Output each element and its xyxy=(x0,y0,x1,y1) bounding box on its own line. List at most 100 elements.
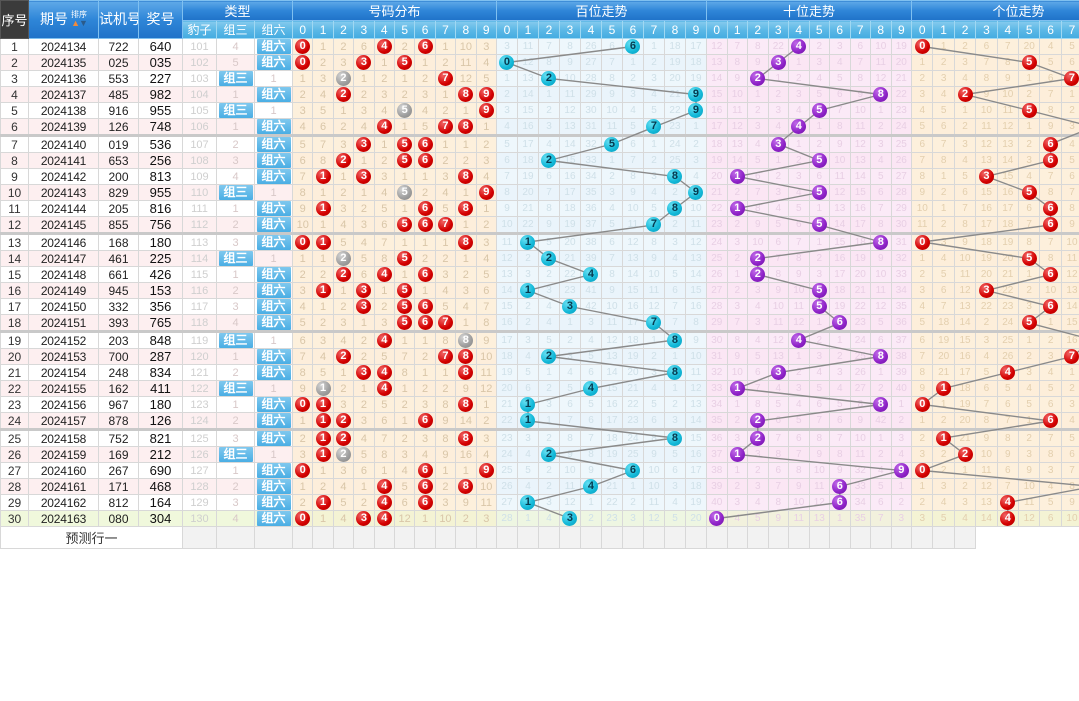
units-cell-2: 13 xyxy=(953,298,977,315)
nd-cell-3: 3 xyxy=(353,134,375,153)
tens-cell-3: 7 xyxy=(767,478,790,495)
hundreds-cell-5: 11 xyxy=(600,118,623,136)
nd-ball-2: 2 xyxy=(335,153,351,168)
nd-cell-7: 3 xyxy=(434,494,457,511)
hundreds-cell-1: 3 xyxy=(516,266,539,283)
tens-cell-4: 4 xyxy=(788,184,810,201)
row-prize-number: 356 xyxy=(138,298,183,315)
table-row: 13 2024146 168 180 113 3 组六 0 1 5 4 7 1 1 1 8 3 11 1 5 20 38 6… xyxy=(0,232,1079,251)
tens-cell-7: 9 xyxy=(849,412,872,430)
nd-cell-3: 5 xyxy=(353,250,375,267)
sort-desc-icon[interactable]: ▼ xyxy=(79,17,88,28)
nd-cell-6: 4 xyxy=(414,102,436,119)
nd-cell-8: 3 xyxy=(455,282,477,299)
tens-cell-9: 30 xyxy=(890,216,913,234)
nd-cell-8: 2 xyxy=(455,152,477,169)
hundreds-cell-4: 26 xyxy=(579,38,602,55)
nd-cell-4: 1 xyxy=(373,462,395,479)
tens-cell-9: 20 xyxy=(890,54,913,71)
nd-ball-7: 7 xyxy=(437,315,453,330)
tens-cell-6: 6 xyxy=(829,86,851,103)
nd-cell-1: 1 xyxy=(312,446,334,463)
tens-cell-7: 17 xyxy=(849,216,872,234)
row-index: 9 xyxy=(0,168,29,185)
prediction-blank-cell xyxy=(706,526,728,549)
hundreds-cell-3: 13 xyxy=(558,118,581,136)
units-cell-6: 3 xyxy=(1039,462,1062,479)
nd-cell-0: 0 xyxy=(292,510,314,527)
units-cell-4: 4 xyxy=(996,494,1020,511)
units-cell-1: 7 xyxy=(932,134,955,153)
tens-cell-4: 10 xyxy=(788,494,810,511)
row-zu3-cell: 3 xyxy=(216,428,255,447)
nd-ball-3: 3 xyxy=(356,169,372,184)
tens-cell-9: 36 xyxy=(890,314,913,332)
zu6-tag: 组六 xyxy=(256,87,291,102)
hundreds-ball: 1 xyxy=(520,397,536,412)
row-zu6-cell: 1 xyxy=(253,330,294,349)
hundreds-cell-3: 18 xyxy=(558,200,581,217)
tens-cell-0: 13 xyxy=(706,54,728,71)
hundreds-cell-1: 3 xyxy=(516,330,539,349)
units-ball: 0 xyxy=(914,236,930,250)
units-cell-4: 19 xyxy=(996,232,1020,251)
units-cell-2: 15 xyxy=(953,330,977,349)
sort-arrows[interactable]: ▲▼ xyxy=(71,17,88,28)
row-issue-number: 2024145 xyxy=(28,216,99,234)
nd-cell-5: 1 xyxy=(393,412,416,430)
nd-cell-0: 3 xyxy=(292,282,314,299)
tens-cell-3: 9 xyxy=(767,510,790,527)
row-zu3-cell: 组三 xyxy=(216,184,255,201)
nd-cell-0: 6 xyxy=(292,330,314,349)
row-issue-number: 2024153 xyxy=(28,348,99,365)
hundreds-cell-1: 17 xyxy=(516,134,539,153)
tens-cell-8: 2 xyxy=(870,380,892,397)
hundreds-cell-4: 4 xyxy=(579,266,602,283)
row-zu3-cell: 1 xyxy=(216,266,255,283)
hundreds-ball: 1 xyxy=(520,236,536,250)
nd-cell-9: 1 xyxy=(475,118,497,136)
row-prize-number: 640 xyxy=(138,38,183,55)
hundreds-cell-0: 0 xyxy=(495,54,518,71)
hundreds-cell-8: 5 xyxy=(663,446,686,463)
nd-cell-1: 3 xyxy=(312,330,334,349)
hundreds-cell-5: 21 xyxy=(600,478,623,495)
nd-cell-7: 1 xyxy=(434,232,457,251)
nd-cell-1: 1 xyxy=(312,168,334,185)
tens-cell-6: 12 xyxy=(829,184,851,201)
row-zu6-cell: 组六 xyxy=(253,38,294,55)
tens-ball: 4 xyxy=(791,334,807,348)
hundreds-cell-1: 4 xyxy=(516,478,539,495)
tens-ball: 5 xyxy=(811,185,827,200)
units-cell-7: 2 xyxy=(1060,380,1079,397)
tens-cell-8: 5 xyxy=(870,314,892,332)
sort-control[interactable]: 排序 ▲▼ xyxy=(69,10,88,29)
tens-cell-3: 10 xyxy=(767,298,790,315)
nd-cell-5: 5 xyxy=(393,54,416,71)
tens-cell-5: 5 xyxy=(808,298,831,315)
tens-cell-3: 3 xyxy=(767,102,790,119)
sort-asc-icon[interactable]: ▲ xyxy=(71,17,80,28)
units-cell-0: 2 xyxy=(911,494,934,511)
hundreds-cell-0: 5 xyxy=(495,134,518,153)
hundreds-cell-1: 19 xyxy=(516,168,539,185)
tens-cell-0: 25 xyxy=(706,250,728,267)
nd-cell-5: 5 xyxy=(393,184,416,201)
tens-cell-0: 15 xyxy=(706,86,728,103)
prediction-blank-cell xyxy=(253,526,294,549)
row-zu3-cell: 2 xyxy=(216,282,255,299)
tens-cell-2: 4 xyxy=(747,494,769,511)
hundreds-cell-6: 8 xyxy=(621,168,644,185)
tens-cell-6: 17 xyxy=(829,266,851,283)
units-cell-1: 5 xyxy=(932,102,955,119)
hundreds-cell-5: 19 xyxy=(600,446,623,463)
header-number-dist-digit-9: 9 xyxy=(475,20,497,39)
tens-cell-4: 2 xyxy=(788,364,810,381)
hundreds-cell-4: 2 xyxy=(579,510,602,527)
hundreds-cell-7: 10 xyxy=(642,462,665,479)
table-row: 11 2024144 205 816 111 1 组六 9 1 3 2 5 1 6 5 8 1 9 21 8 18 36 4… xyxy=(0,200,1079,217)
units-cell-1: 8 xyxy=(932,152,955,169)
tens-cell-2: 1 xyxy=(747,86,769,103)
hundreds-cell-0: 3 xyxy=(495,38,518,55)
units-cell-2: 1 xyxy=(953,462,977,479)
